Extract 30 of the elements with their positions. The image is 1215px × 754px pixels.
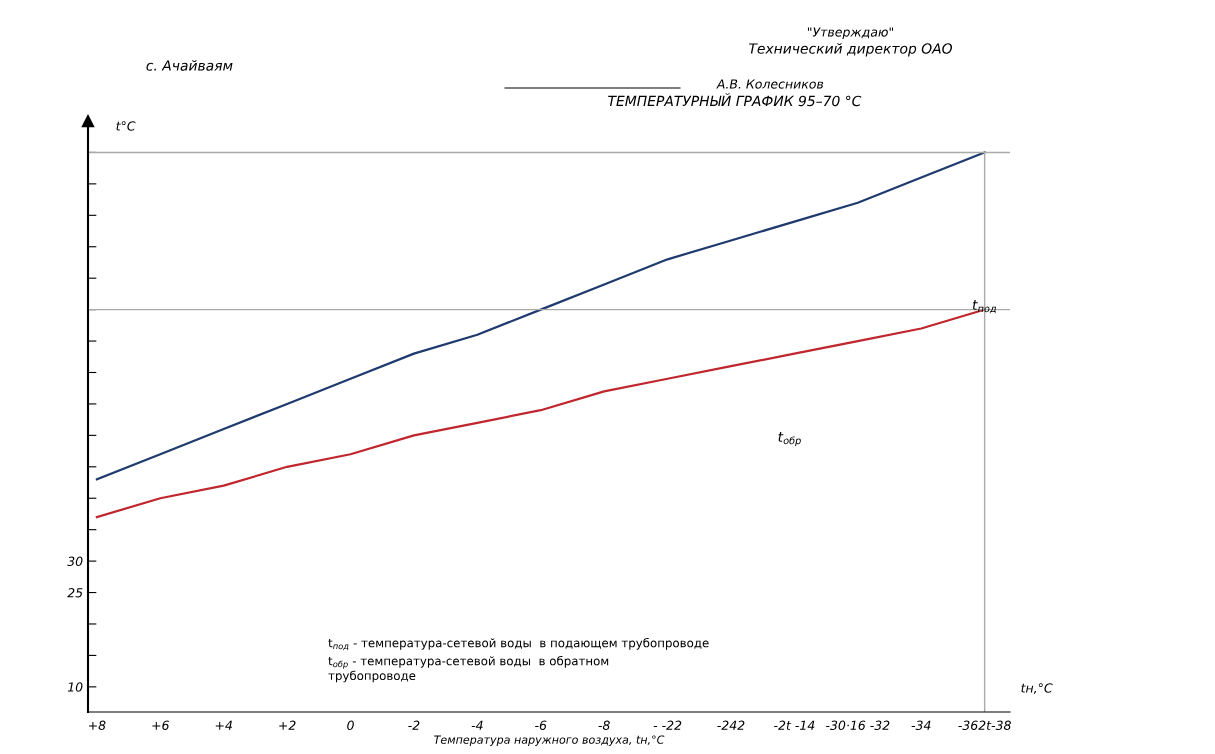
x-tick-label: -2t -14: [774, 720, 815, 730]
x-tick-label: -34: [911, 720, 931, 731]
y-tick-label: 30: [67, 556, 83, 567]
x-tick-label: +2: [279, 720, 296, 730]
y-tick-label: 10: [67, 682, 83, 692]
chart-title: ТЕМПЕРАТУРНЫЙ ГРАФИК 95–70 °С: [608, 93, 862, 107]
annotation: t$_{под}$: [972, 300, 997, 314]
x-tick-label: -2: [408, 720, 420, 730]
x-tick-label: +8: [88, 720, 106, 731]
x-axis-title: Температура наружного воздуха, tн,°С: [434, 735, 665, 746]
x-tick-label: +4: [215, 720, 233, 730]
annotation: t$_{обр}$: [778, 432, 801, 447]
annotation: t$_{под}$ - температура-сетевой воды в подающем трубопроводе: [328, 638, 709, 651]
x-tick-label: -8: [598, 720, 610, 731]
x-tick-label: -30·16 -32: [826, 720, 890, 731]
y-axis-title: t°C: [116, 121, 136, 131]
text: Технический директор ОАО: [749, 43, 953, 57]
text: с. Ачайваям: [146, 60, 233, 71]
text: А.В. Колесников: [716, 79, 824, 89]
y-tick-label: 25: [67, 588, 83, 598]
x-tick-label: -362t-38: [958, 720, 1011, 731]
x-tick-label: -4: [471, 720, 483, 730]
text: "Утверждаю": [807, 27, 894, 40]
x-tick-label: +6: [152, 720, 169, 731]
x-tick-label: -242: [717, 720, 745, 730]
x-tick-label: - -22: [653, 720, 682, 730]
text: tн,°С: [1021, 683, 1053, 694]
annotation: t$_{обр}$ - температура-сетевой воды в обратном трубопроводе: [328, 656, 609, 683]
x-tick-label: -6: [535, 720, 547, 731]
x-tick-label: 0: [347, 720, 354, 731]
